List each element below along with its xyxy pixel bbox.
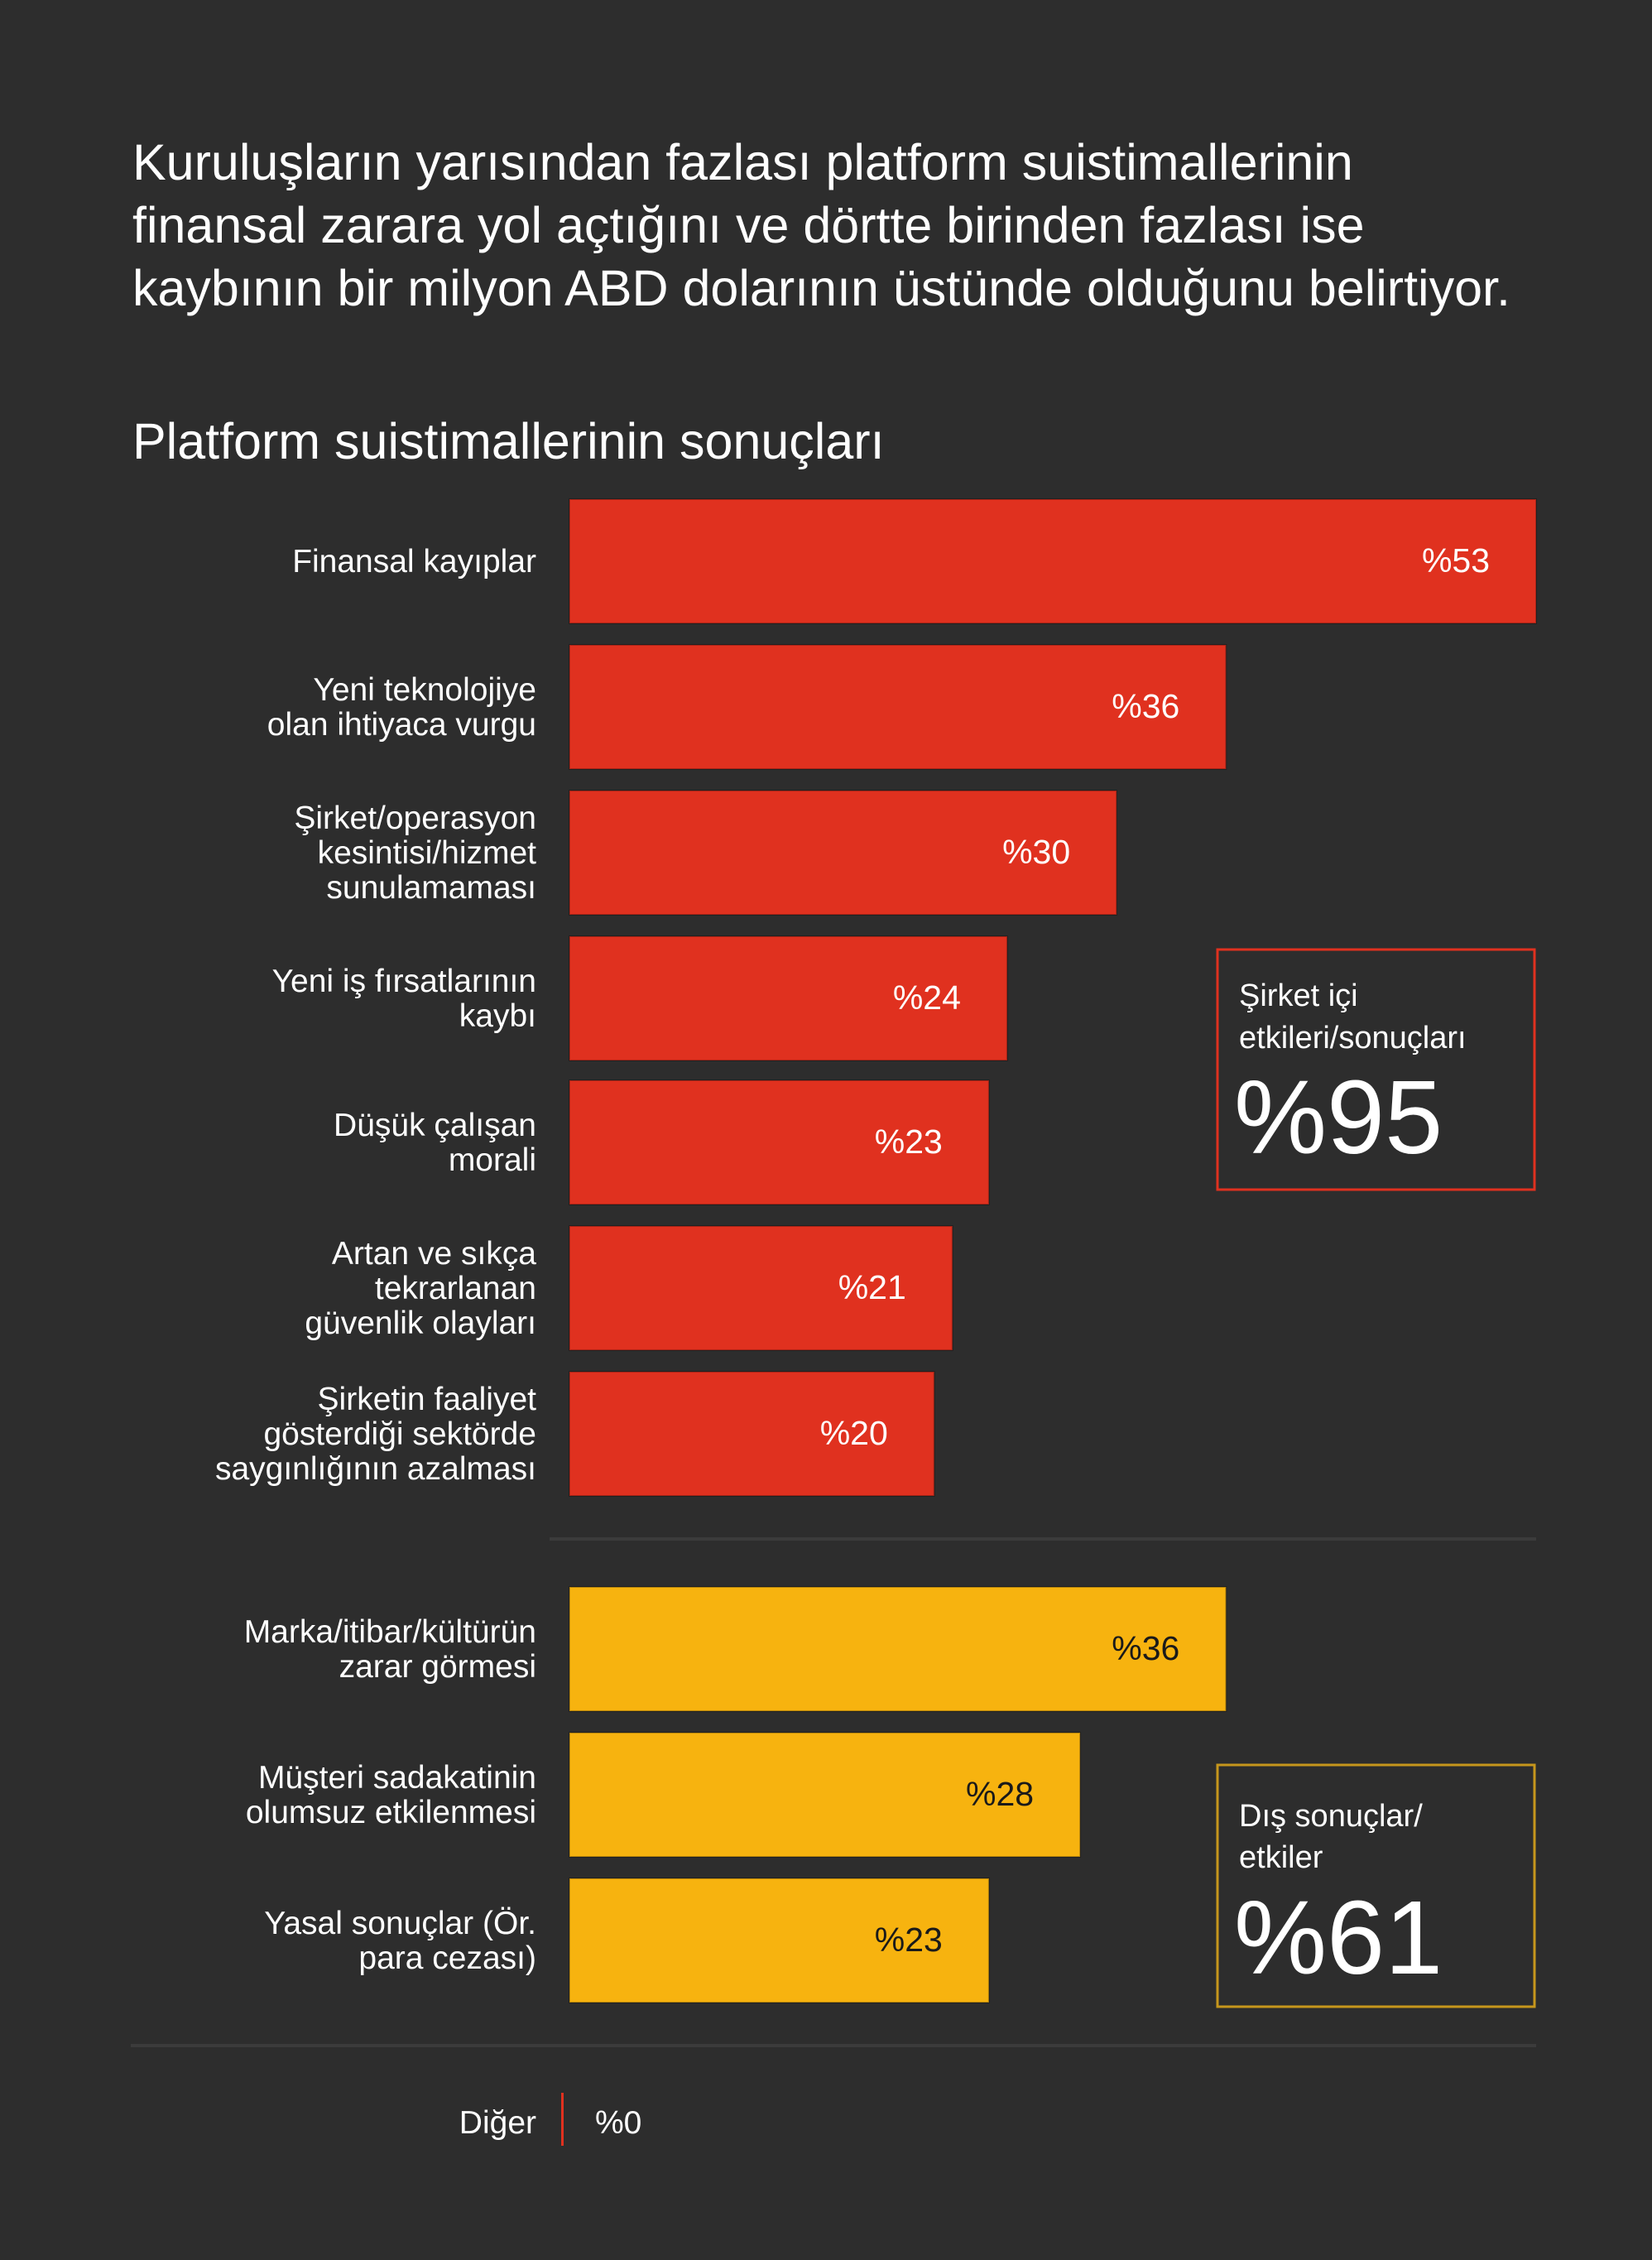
group-total-box (1216, 1763, 1536, 2008)
headline-line: kaybının bir milyon ABD dolarının üstünd… (132, 260, 1510, 316)
bar (569, 498, 1537, 624)
category-label: Şirket/operasyon (294, 801, 536, 836)
category-label: kesintisi/hizmet (318, 835, 537, 871)
bar-value-label: %23 (875, 1921, 943, 1959)
category-label: morali (449, 1142, 536, 1178)
bar (569, 1080, 990, 1205)
bar-value-label: %36 (1112, 1629, 1179, 1667)
bottom-separator (131, 2044, 1536, 2047)
bar-value-label: %28 (966, 1775, 1034, 1813)
category-label: zarar görmesi (339, 1649, 536, 1685)
group-total-label: Dış sonuçlar/ (1239, 1799, 1423, 1834)
category-label: Yasal sonuçlar (Ör. (264, 1906, 536, 1941)
category-label: Şirketin faaliyet (318, 1382, 537, 1417)
category-label: Marka/itibar/kültürün (244, 1614, 536, 1650)
group-total-label: Şirket içi (1239, 979, 1358, 1013)
group-separator (550, 1537, 1536, 1541)
bar-value-label: %20 (820, 1414, 888, 1452)
category-label: Müşteri sadakatinin (258, 1760, 536, 1796)
headline-line: finansal zarara yol açtığını ve dörtte b… (132, 197, 1365, 253)
category-label: tekrarlanan (375, 1271, 536, 1306)
bar-value-label: %30 (1002, 833, 1070, 871)
bar-value-label: %53 (1422, 541, 1490, 579)
category-label: para cezası) (358, 1940, 536, 1976)
group-total-value: %61 (1234, 1879, 1443, 1996)
category-label: olumsuz etkilenmesi (246, 1795, 536, 1830)
chart-title: Platform suistimallerinin sonuçları (132, 413, 885, 469)
headline-line: Kuruluşların yarısından fazlası platform… (132, 134, 1353, 190)
category-label: Düşük çalışan (334, 1108, 536, 1143)
group-total-box (1216, 948, 1536, 1191)
group-total-value: %95 (1234, 1059, 1443, 1176)
category-label: Yeni iş fırsatlarının (272, 964, 536, 999)
category-label: kaybı (459, 998, 536, 1034)
bar-value-label: %36 (1112, 687, 1179, 725)
bar-value-label: %23 (875, 1123, 943, 1161)
headline: Kuruluşların yarısından fazlası platform… (132, 131, 1589, 320)
category-label: saygınlığının azalması (215, 1451, 536, 1487)
other-bar (561, 2093, 564, 2146)
group-total-label: etkiler (1239, 1840, 1323, 1875)
group-total-label: etkileri/sonuçları (1239, 1021, 1467, 1055)
bar (569, 935, 1008, 1061)
bar (569, 1732, 1082, 1858)
category-label: Yeni teknolojiye (313, 672, 536, 708)
bar (569, 1225, 953, 1351)
category-label: güvenlik olayları (305, 1306, 536, 1341)
category-label: gösterdiği sektörde (263, 1416, 536, 1452)
bar (569, 1878, 990, 2003)
bar (569, 1586, 1227, 1712)
bar (569, 644, 1227, 770)
other-value-label: %0 (595, 2105, 641, 2141)
bar (569, 790, 1118, 916)
category-label: sunulamaması (326, 870, 536, 906)
category-label: Artan ve sıkça (332, 1236, 536, 1272)
category-label: olan ihtiyaca vurgu (267, 707, 536, 743)
bar-value-label: %24 (893, 979, 961, 1017)
bar (569, 1371, 935, 1497)
bar-value-label: %21 (838, 1268, 906, 1306)
other-label: Diğer (459, 2105, 536, 2141)
category-label: Finansal kayıplar (292, 544, 536, 579)
